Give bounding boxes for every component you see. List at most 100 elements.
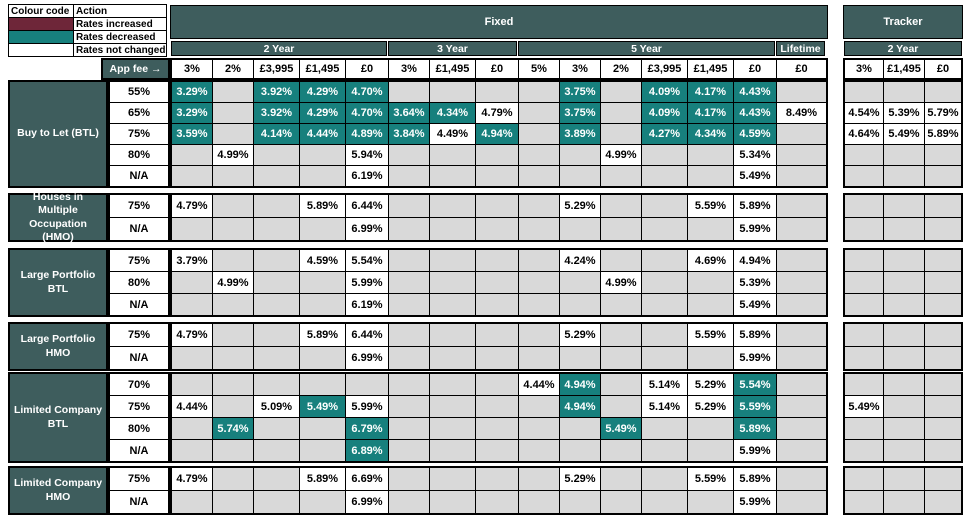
rate-cell[interactable] [884,195,924,217]
rate-cell[interactable] [213,124,253,144]
rate-cell[interactable] [389,195,429,217]
rate-cell[interactable] [884,250,924,271]
rate-cell[interactable] [389,145,429,165]
fixed-group-2-year[interactable]: 2 Year [171,41,387,56]
rate-cell[interactable] [560,491,600,513]
rate-cell[interactable] [777,195,826,217]
rate-cell[interactable]: 4.34% [430,103,475,123]
fee-column-5-year-2[interactable]: 2% [601,60,641,78]
rate-cell[interactable]: 3.29% [172,103,212,123]
rate-cell[interactable] [430,82,475,102]
rate-cell[interactable] [430,374,475,395]
rate-cell[interactable] [300,418,345,439]
rate-cell[interactable] [389,374,429,395]
rate-cell[interactable] [430,166,475,186]
rate-cell[interactable] [884,396,924,417]
rate-cell[interactable]: 3.29% [172,82,212,102]
rate-cell[interactable]: 5.89% [300,324,345,346]
rate-cell[interactable] [389,294,429,315]
rate-cell[interactable]: 5.49% [734,166,776,186]
ltv-cell-n-a[interactable]: N/A [110,294,168,315]
section-label-limited-company-btl[interactable]: Limited Company BTL [8,372,108,463]
rate-cell[interactable] [213,294,253,315]
rate-cell[interactable]: 4.09% [642,82,687,102]
rate-cell[interactable] [642,468,687,490]
ltv-cell-75[interactable]: 75% [110,250,168,271]
rate-cell[interactable] [777,145,826,165]
rate-cell[interactable] [601,218,641,240]
rate-cell[interactable]: 5.89% [300,195,345,217]
rate-cell[interactable]: 4.79% [476,103,518,123]
rate-cell[interactable]: 4.94% [560,374,600,395]
rate-cell[interactable] [884,145,924,165]
fixed-group-lifetime[interactable]: Lifetime [776,41,825,56]
rate-cell[interactable] [884,82,924,102]
rate-cell[interactable] [300,166,345,186]
rate-cell[interactable]: 4.24% [560,250,600,271]
rate-cell[interactable] [560,145,600,165]
ltv-cell-n-a[interactable]: N/A [110,440,168,461]
rate-cell[interactable]: 4.79% [172,195,212,217]
ltv-cell-n-a[interactable]: N/A [110,347,168,369]
rate-cell[interactable] [642,166,687,186]
rate-cell[interactable] [254,145,299,165]
rate-cell[interactable] [213,374,253,395]
rate-cell[interactable] [519,440,559,461]
rate-cell[interactable] [925,218,961,240]
rate-cell[interactable]: 4.29% [300,82,345,102]
rate-cell[interactable]: 5.59% [688,324,733,346]
rate-cell[interactable] [688,218,733,240]
rate-cell[interactable] [601,103,641,123]
rate-cell[interactable]: 3.59% [172,124,212,144]
legend-label-rates-increased[interactable]: Rates increased [74,18,166,30]
rate-cell[interactable] [476,324,518,346]
rate-cell[interactable]: 5.89% [734,195,776,217]
rate-cell[interactable] [884,294,924,315]
rate-cell[interactable] [389,324,429,346]
rate-cell[interactable]: 4.79% [172,324,212,346]
rate-cell[interactable] [560,272,600,293]
rate-cell[interactable]: 3.92% [254,82,299,102]
rate-cell[interactable] [476,347,518,369]
rate-cell[interactable] [476,374,518,395]
rate-cell[interactable]: 4.09% [642,103,687,123]
rate-cell[interactable] [642,324,687,346]
rate-cell[interactable] [476,195,518,217]
rate-cell[interactable]: 5.49% [300,396,345,417]
rate-cell[interactable]: 8.49% [777,103,826,123]
rate-cell[interactable]: 5.14% [642,396,687,417]
rate-cell[interactable] [601,250,641,271]
rate-cell[interactable] [560,440,600,461]
rate-cell[interactable]: 4.79% [172,468,212,490]
fee-column-2-year-2[interactable]: 2% [213,60,253,78]
rate-cell[interactable] [560,166,600,186]
rate-cell[interactable] [476,396,518,417]
section-label-houses-in-multiple-occupation-hmo[interactable]: Houses in Multiple Occupation (HMO) [8,191,108,243]
rate-cell[interactable]: 5.29% [560,468,600,490]
ltv-cell-80[interactable]: 80% [110,145,168,165]
rate-cell[interactable] [845,468,883,490]
rate-cell[interactable] [642,294,687,315]
rate-cell[interactable] [845,145,883,165]
rate-cell[interactable] [476,145,518,165]
rate-cell[interactable]: 3.84% [389,124,429,144]
rate-cell[interactable] [254,250,299,271]
rate-cell[interactable]: 4.34% [688,124,733,144]
rate-cell[interactable] [688,145,733,165]
rate-cell[interactable] [845,324,883,346]
rate-cell[interactable] [519,195,559,217]
section-label-large-portfolio-hmo[interactable]: Large Portfolio HMO [8,322,108,371]
rate-cell[interactable]: 4.44% [300,124,345,144]
rate-cell[interactable] [642,347,687,369]
rate-cell[interactable]: 5.74% [213,418,253,439]
rate-cell[interactable]: 5.14% [642,374,687,395]
rate-cell[interactable]: 5.49% [845,396,883,417]
rate-cell[interactable] [777,324,826,346]
rate-cell[interactable]: 6.44% [346,324,388,346]
rate-cell[interactable] [777,418,826,439]
rate-cell[interactable]: 5.99% [346,272,388,293]
section-label-buy-to-let-btl[interactable]: Buy to Let (BTL) [8,80,108,188]
rate-cell[interactable] [300,440,345,461]
fixed-group-5-year[interactable]: 5 Year [518,41,775,56]
rate-cell[interactable] [845,374,883,395]
